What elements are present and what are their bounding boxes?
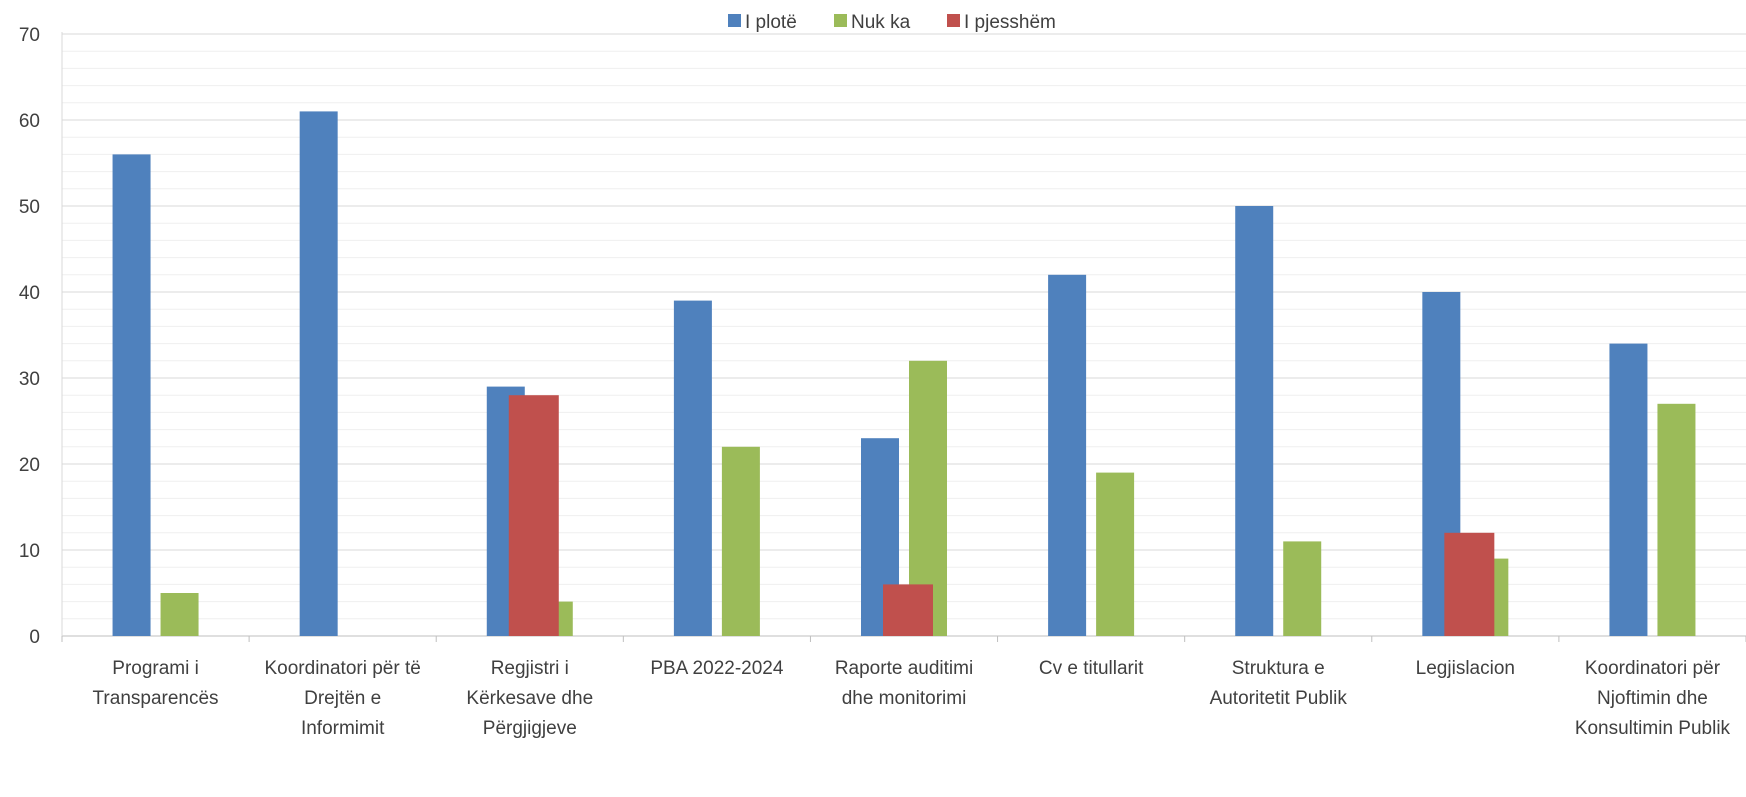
- bar-i-plot-: [112, 154, 151, 636]
- legend-label: I plotë: [745, 12, 797, 33]
- y-tick-label: 30: [19, 369, 40, 390]
- x-tick-label: Raporte auditimi: [835, 658, 973, 679]
- y-tick-label: 20: [19, 455, 40, 476]
- y-tick-label: 70: [19, 25, 40, 46]
- bar-nuk-ka: [1096, 472, 1135, 636]
- bar-i-plot-: [1235, 206, 1274, 636]
- x-tick-label: Legjislacion: [1416, 658, 1515, 679]
- bar-nuk-ka: [1283, 541, 1322, 636]
- x-tick-label: Koordinatori për: [1585, 658, 1721, 679]
- x-tick-label: PBA 2022-2024: [650, 658, 784, 679]
- bar-nuk-ka: [721, 446, 760, 636]
- gridlines: [62, 33, 1746, 620]
- bar-nuk-ka: [1657, 403, 1696, 636]
- x-tick-label: Autoritetit Publik: [1210, 688, 1348, 709]
- legend-label: Nuk ka: [851, 12, 911, 33]
- bar-i-pjessh-m: [1444, 532, 1495, 636]
- tick-labels: 0 10 20 30 40 50 60 70 Programi i Transparencës Ko…: [19, 25, 1731, 739]
- x-tick-label: Konsultimin Publik: [1575, 718, 1731, 739]
- bar-i-plot-: [299, 111, 338, 636]
- y-tick-label: 40: [19, 283, 40, 304]
- x-tick-label: Transparencës: [93, 688, 219, 709]
- x-tick-label: Koordinatori për të: [265, 658, 421, 679]
- x-tick-label: Struktura e: [1232, 658, 1325, 679]
- legend: I plotë Nuk ka I pjesshëm: [728, 12, 1056, 33]
- x-tick-label: Drejtën e: [304, 688, 381, 709]
- legend-label: I pjesshëm: [964, 12, 1056, 33]
- x-tick-label: Përgjigjeve: [483, 718, 577, 739]
- bar-i-pjessh-m: [508, 395, 559, 636]
- bar-i-plot-: [1048, 274, 1087, 636]
- x-tick-label: Regjistri i: [491, 658, 569, 679]
- x-tick-label: Njoftimin dhe: [1597, 688, 1708, 709]
- y-tick-label: 60: [19, 111, 40, 132]
- bar-nuk-ka: [160, 593, 199, 636]
- x-tick-label: Informimit: [301, 718, 385, 739]
- x-tick-label: Kërkesave dhe: [466, 688, 593, 709]
- bar-i-plot-: [1609, 343, 1648, 636]
- bars: [112, 111, 1696, 636]
- x-tick-label: dhe monitorimi: [842, 688, 967, 709]
- x-tick-label: Cv e titullarit: [1039, 658, 1144, 679]
- bar-i-pjessh-m: [883, 584, 933, 636]
- bar-i-plot-: [673, 300, 712, 636]
- y-tick-label: 50: [19, 197, 40, 218]
- legend-swatch: [728, 14, 741, 27]
- legend-swatch: [947, 14, 960, 27]
- y-tick-label: 0: [29, 627, 40, 648]
- legend-swatch: [834, 14, 847, 27]
- x-tick-label: Programi i: [112, 658, 199, 679]
- y-tick-label: 10: [19, 541, 40, 562]
